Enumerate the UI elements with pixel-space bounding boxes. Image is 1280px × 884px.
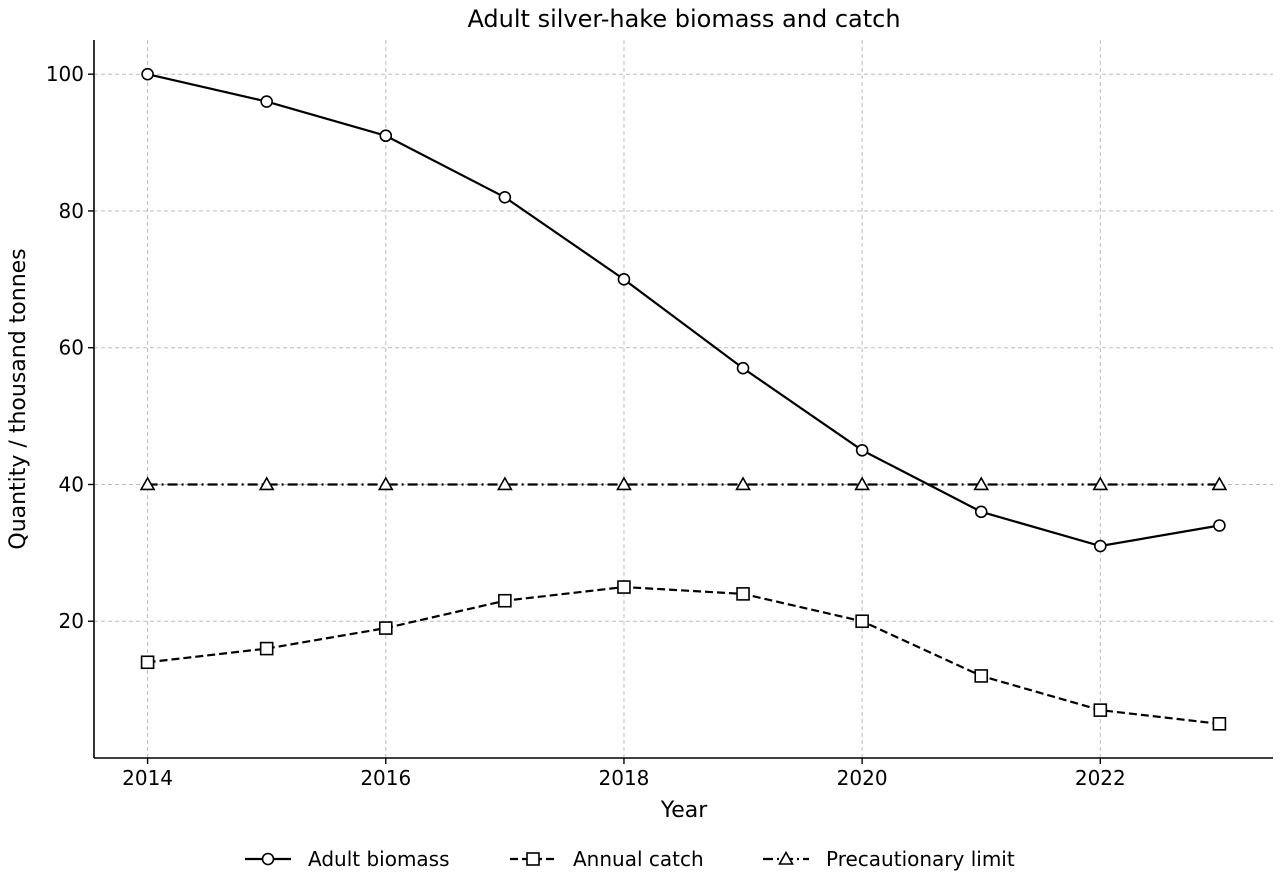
x-tick-label-2016: 2016 [360,766,411,790]
data-point-1-2015 [259,641,274,656]
y-tick-label-20: 20 [59,609,84,633]
legend-label-1: Annual catch [573,847,704,871]
data-point-2-2020 [854,476,871,491]
data-point-0-2021 [974,505,988,519]
data-point-2-2018 [616,476,632,491]
series-0 [141,67,1226,553]
data-point-0-2015 [260,95,273,108]
data-point-1-2023 [1212,717,1227,731]
data-point-1-2019 [736,587,750,601]
data-point-0-2023 [1213,519,1226,532]
legend-item-0: Adult biomass [245,847,450,871]
axes [93,40,1273,759]
data-point-2-2019 [735,476,751,491]
data-point-1-2020 [855,614,869,629]
x-tick-label-2018: 2018 [599,766,650,790]
y-tick-label-60: 60 [59,336,84,360]
data-point-0-2022 [1094,539,1107,553]
data-point-1-2014 [140,655,155,670]
data-point-2-2021 [973,476,990,491]
data-point-0-2020 [855,443,869,457]
series-line-0 [147,73,1220,548]
series [139,67,1228,731]
data-point-1-2018 [617,580,631,594]
x-axis-label: Year [660,798,709,823]
legend-marker-1 [526,852,540,866]
legend-label-2: Precautionary limit [826,847,1015,871]
legend-item-1: Annual catch [510,847,704,871]
data-point-2-2022 [1092,476,1109,491]
ticks: 2014 2016 2018 2020 2022 20 40 60 80 100 [46,62,1126,790]
legend-label-0: Adult biomass [308,847,450,871]
data-point-1-2016 [378,621,393,635]
data-point-2-2017 [496,476,513,491]
data-point-2-2016 [377,476,394,491]
y-axis-label: Quantity / thousand tonnes [6,248,31,549]
data-point-1-2021 [974,669,989,683]
data-point-0-2018 [617,273,631,286]
y-tick-label-80: 80 [59,199,84,223]
data-point-0-2017 [498,190,512,204]
data-point-0-2014 [141,67,154,81]
data-point-2-2015 [258,476,275,491]
chart-title: Adult silver-hake biomass and catch [467,5,900,33]
data-point-0-2016 [379,129,393,143]
data-point-0-2019 [736,361,750,375]
x-tick-label-2020: 2020 [837,766,888,790]
series-1 [140,580,1227,731]
y-tick-label-100: 100 [46,62,84,86]
x-tick-label-2014: 2014 [122,766,173,790]
legend-item-2: Precautionary limit [763,847,1015,871]
y-tick-label-40: 40 [59,472,84,496]
legend: Adult biomass Annual catch Precautionary l… [245,847,1015,871]
legend-marker-2 [778,850,794,865]
x-tick-label-2022: 2022 [1075,766,1126,790]
data-point-2-2014 [139,476,156,491]
legend-marker-0 [261,852,275,866]
series-line-1 [147,585,1220,725]
series-2 [139,476,1228,491]
data-point-2-2023 [1211,476,1228,491]
data-point-1-2022 [1093,703,1108,717]
data-point-1-2017 [498,593,512,608]
